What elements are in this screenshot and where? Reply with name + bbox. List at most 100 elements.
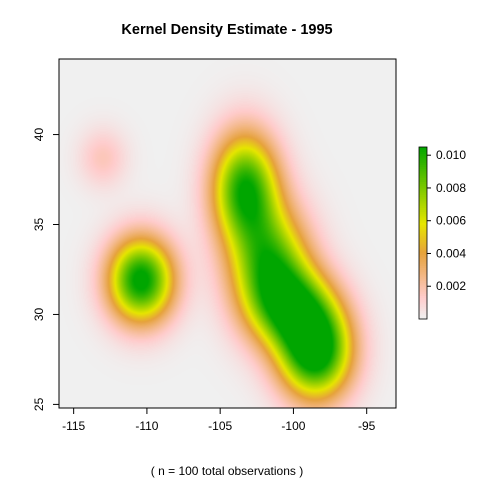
legend-color-step bbox=[419, 233, 427, 236]
legend-color-step bbox=[419, 291, 427, 294]
legend-color-step bbox=[419, 310, 427, 314]
x-axis: -115 -110 -105 -100 -95 bbox=[62, 408, 376, 433]
legend-color-step bbox=[419, 153, 427, 157]
x-tick-label: -110 bbox=[135, 419, 158, 433]
legend-color-step bbox=[419, 269, 427, 273]
legend-color-step bbox=[419, 299, 427, 303]
legend-color-step bbox=[419, 306, 427, 309]
legend-color-step bbox=[419, 312, 427, 316]
legend-color-step bbox=[419, 183, 427, 187]
legend-color-step bbox=[419, 250, 427, 253]
legend-color-step bbox=[419, 147, 427, 150]
legend-color-step bbox=[419, 196, 427, 200]
legend-color-step bbox=[419, 237, 427, 241]
plot-frame bbox=[58, 58, 397, 409]
legend-color-step bbox=[419, 239, 427, 243]
legend-color-step bbox=[419, 211, 427, 215]
legend-color-step bbox=[419, 185, 427, 189]
legend-color-step bbox=[419, 258, 427, 262]
legend-color-step bbox=[419, 230, 427, 234]
legend-color-step bbox=[419, 226, 427, 230]
legend-color-step bbox=[419, 162, 427, 165]
legend-color-step bbox=[419, 168, 427, 172]
legend-color-step bbox=[419, 164, 427, 167]
y-axis: 25 30 35 40 bbox=[32, 128, 59, 411]
x-tick-label: -115 bbox=[62, 419, 85, 433]
legend-color-step bbox=[419, 166, 427, 170]
legend-color-step bbox=[419, 151, 427, 155]
legend-color-step bbox=[419, 155, 427, 159]
y-tick-label: 25 bbox=[32, 397, 46, 411]
legend-color-step bbox=[419, 245, 427, 249]
chart-title: Kernel Density Estimate - 1995 bbox=[121, 22, 332, 38]
legend-color-step bbox=[419, 222, 427, 225]
legend-color-step bbox=[419, 278, 427, 281]
x-axis-label: ( n = 100 total observations ) bbox=[151, 464, 303, 478]
legend-color-step bbox=[419, 181, 427, 185]
color-legend: 0.002 0.004 0.006 0.008 0.010 bbox=[418, 146, 466, 320]
legend-color-step bbox=[419, 213, 427, 217]
legend-color-step bbox=[419, 187, 427, 191]
y-tick-label: 40 bbox=[32, 128, 46, 142]
legend-color-step bbox=[419, 271, 427, 275]
legend-color-step bbox=[419, 209, 427, 213]
legend-color-step bbox=[419, 252, 427, 256]
legend-color-step bbox=[419, 194, 427, 198]
legend-color-step bbox=[419, 200, 427, 204]
legend-color-step bbox=[419, 205, 427, 208]
legend-color-step bbox=[419, 284, 427, 288]
legend-color-step bbox=[419, 220, 427, 223]
legend-color-step bbox=[419, 308, 427, 311]
legend-tick-label: 0.004 bbox=[436, 246, 466, 260]
heatmap-image bbox=[59, 59, 396, 408]
x-tick-label: -100 bbox=[281, 419, 305, 433]
legend-color-step bbox=[419, 276, 427, 279]
legend-color-step bbox=[419, 256, 427, 260]
legend-color-step bbox=[419, 282, 427, 286]
legend-color-step bbox=[419, 297, 427, 301]
legend-color-step bbox=[419, 215, 427, 219]
legend-color-step bbox=[419, 286, 427, 290]
legend-color-step bbox=[419, 280, 427, 284]
legend-color-step bbox=[419, 157, 427, 161]
legend-color-step bbox=[419, 217, 427, 221]
legend-color-step bbox=[419, 288, 427, 292]
legend-color-step bbox=[419, 273, 427, 277]
y-tick-label: 30 bbox=[32, 307, 46, 321]
legend-color-step bbox=[419, 198, 427, 202]
legend-color-step bbox=[419, 254, 427, 258]
y-tick-label: 35 bbox=[32, 218, 46, 232]
legend-color-step bbox=[419, 316, 427, 320]
legend-color-step bbox=[419, 190, 427, 193]
legend-color-step bbox=[419, 301, 427, 305]
legend-color-step bbox=[419, 159, 427, 163]
legend-color-step bbox=[419, 295, 427, 299]
legend-tick-label: 0.002 bbox=[436, 279, 466, 293]
legend-color-step bbox=[419, 303, 427, 307]
density-heatmap bbox=[59, 59, 396, 408]
legend-tick-label: 0.008 bbox=[436, 181, 466, 195]
legend-color-step bbox=[419, 177, 427, 180]
legend-color-step bbox=[419, 293, 427, 296]
legend-color-step bbox=[419, 228, 427, 232]
legend-color-step bbox=[419, 192, 427, 195]
legend-color-step bbox=[419, 263, 427, 266]
legend-color-step bbox=[419, 265, 427, 268]
legend-tick-label: 0.010 bbox=[436, 148, 466, 162]
legend-color-step bbox=[419, 202, 427, 206]
legend-color-step bbox=[419, 207, 427, 210]
x-tick-label: -105 bbox=[208, 419, 232, 433]
legend-color-step bbox=[419, 172, 427, 176]
legend-tick-label: 0.006 bbox=[436, 214, 466, 228]
legend-color-step bbox=[419, 314, 427, 318]
legend-color-step bbox=[419, 224, 427, 228]
legend-color-step bbox=[419, 170, 427, 174]
legend-color-step bbox=[419, 241, 427, 245]
legend-color-step bbox=[419, 260, 427, 264]
legend-frame bbox=[418, 146, 428, 320]
legend-color-step bbox=[419, 267, 427, 271]
legend-color-step bbox=[419, 248, 427, 251]
legend-color-step bbox=[419, 179, 427, 182]
legend-color-step bbox=[419, 235, 427, 238]
